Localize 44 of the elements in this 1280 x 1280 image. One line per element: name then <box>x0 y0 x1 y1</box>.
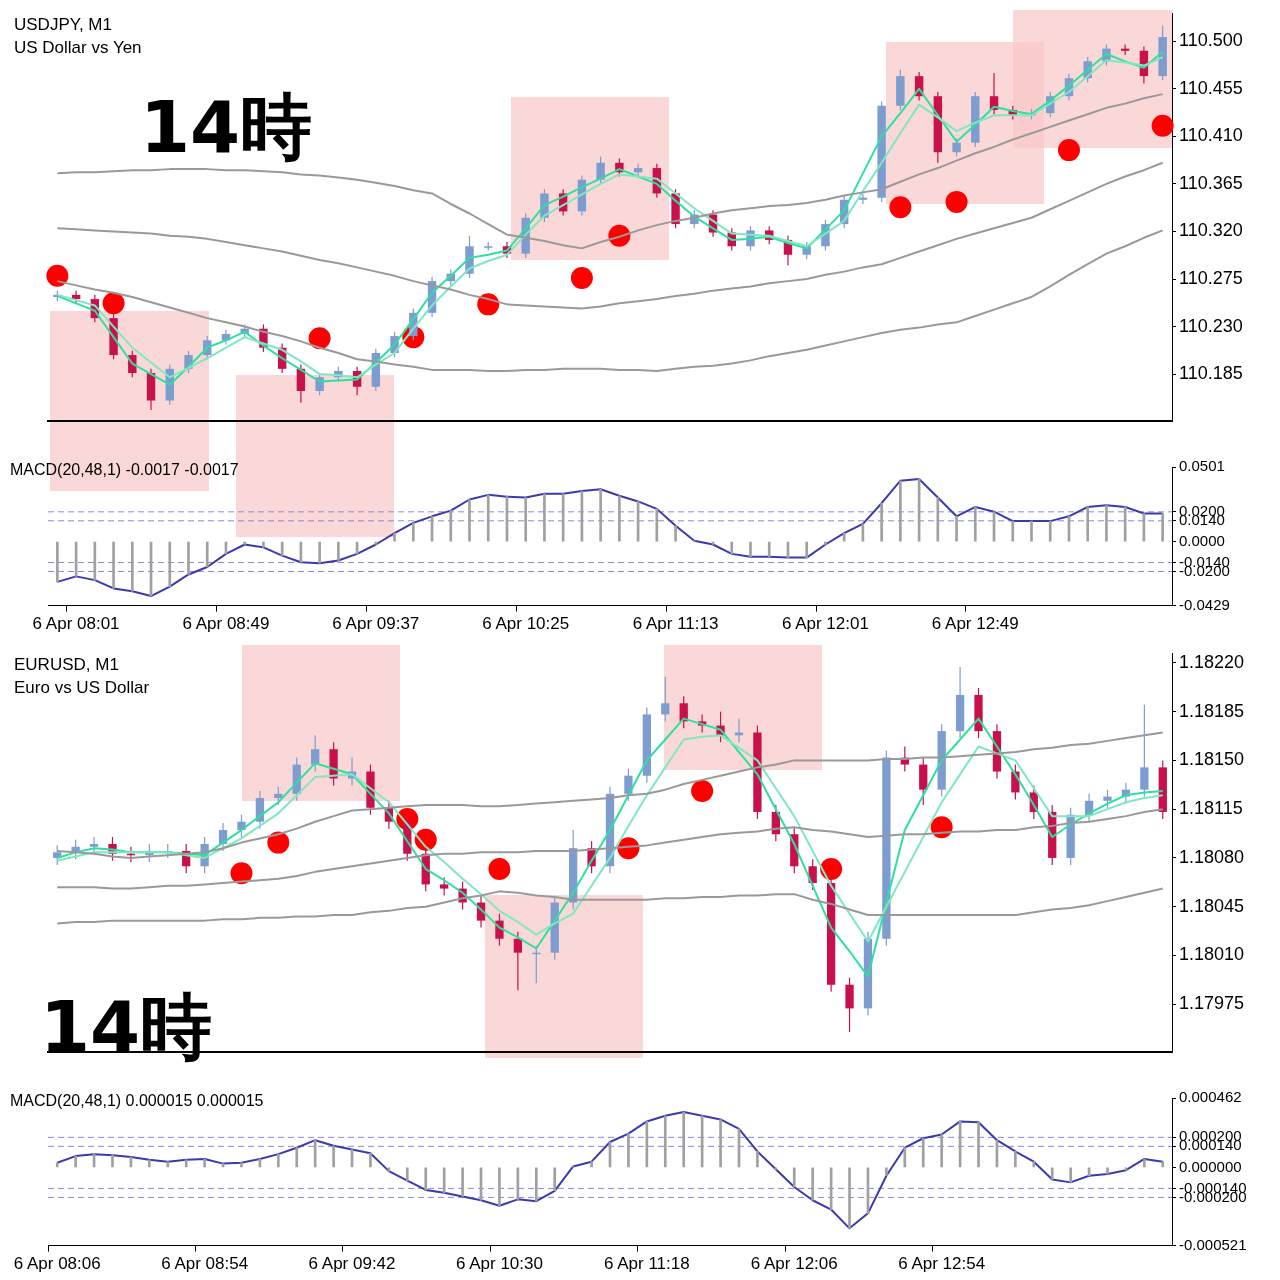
y-tick-label: 110.365 <box>1179 172 1243 193</box>
annotation: 14時 <box>140 85 313 169</box>
y-tick-label: -0.0429 <box>1179 595 1230 613</box>
x-tick-label: 6 Apr 08:06 <box>13 1254 101 1274</box>
text: Euro vs US Dollar <box>14 677 150 697</box>
x-tick-label: 6 Apr 11:13 <box>632 614 719 634</box>
chart-title: MACD(20,48,1) 0.000015 0.000015 <box>10 1092 264 1110</box>
x-tick-label: 6 Apr 08:54 <box>161 1254 249 1274</box>
y-tick-label: 1.18185 <box>1179 700 1245 721</box>
x-tick-label: 6 Apr 12:06 <box>750 1254 838 1274</box>
y-tick-label: 1.18045 <box>1179 895 1245 916</box>
y-tick-label: 1.18150 <box>1179 749 1245 770</box>
y-tick-label: 1.18080 <box>1179 846 1245 867</box>
y-tick-label: 110.275 <box>1179 267 1243 288</box>
y-tick-label: 0.000462 <box>1179 1088 1242 1106</box>
y-tick-label: -0.000521 <box>1179 1235 1247 1253</box>
x-tick-label: 6 Apr 12:54 <box>898 1254 986 1274</box>
x-tick-label: 6 Apr 12:49 <box>931 614 1019 634</box>
y-tick-label: 110.500 <box>1179 30 1243 51</box>
y-tick-label: 110.230 <box>1179 315 1243 336</box>
chart-title: EURUSD, M1 <box>14 654 119 674</box>
x-tick-label: 6 Apr 11:18 <box>604 1254 690 1274</box>
y-tick-label: 110.455 <box>1179 77 1243 98</box>
y-tick-label: 110.410 <box>1179 125 1243 146</box>
x-tick-label: 6 Apr 08:49 <box>182 614 270 634</box>
y-tick-label: 1.18010 <box>1179 944 1245 965</box>
y-tick-label: 110.185 <box>1179 363 1243 384</box>
x-tick-label: 6 Apr 10:25 <box>482 614 570 634</box>
chart-title: USDJPY, M1 <box>14 14 112 34</box>
y-tick-label: 110.320 <box>1179 220 1243 241</box>
annotation: 14時 <box>40 985 213 1069</box>
text: US Dollar vs Yen <box>14 37 142 57</box>
x-tick-label: 6 Apr 09:37 <box>332 614 420 634</box>
y-tick-label: 0.0501 <box>1179 457 1225 475</box>
y-tick-label: 1.18220 <box>1179 651 1245 672</box>
x-tick-label: 6 Apr 08:01 <box>32 614 120 634</box>
y-tick-label: 0.0000 <box>1179 531 1225 549</box>
y-tick-label: 1.18115 <box>1179 798 1243 819</box>
x-tick-label: 6 Apr 10:30 <box>455 1254 543 1274</box>
y-tick-label: 0.000000 <box>1179 1157 1242 1175</box>
x-tick-label: 6 Apr 12:01 <box>781 614 869 634</box>
y-tick-label: 1.17975 <box>1179 993 1245 1014</box>
x-tick-label: 6 Apr 09:42 <box>308 1254 396 1274</box>
chart-title: MACD(20,48,1) -0.0017 -0.0017 <box>10 461 239 479</box>
